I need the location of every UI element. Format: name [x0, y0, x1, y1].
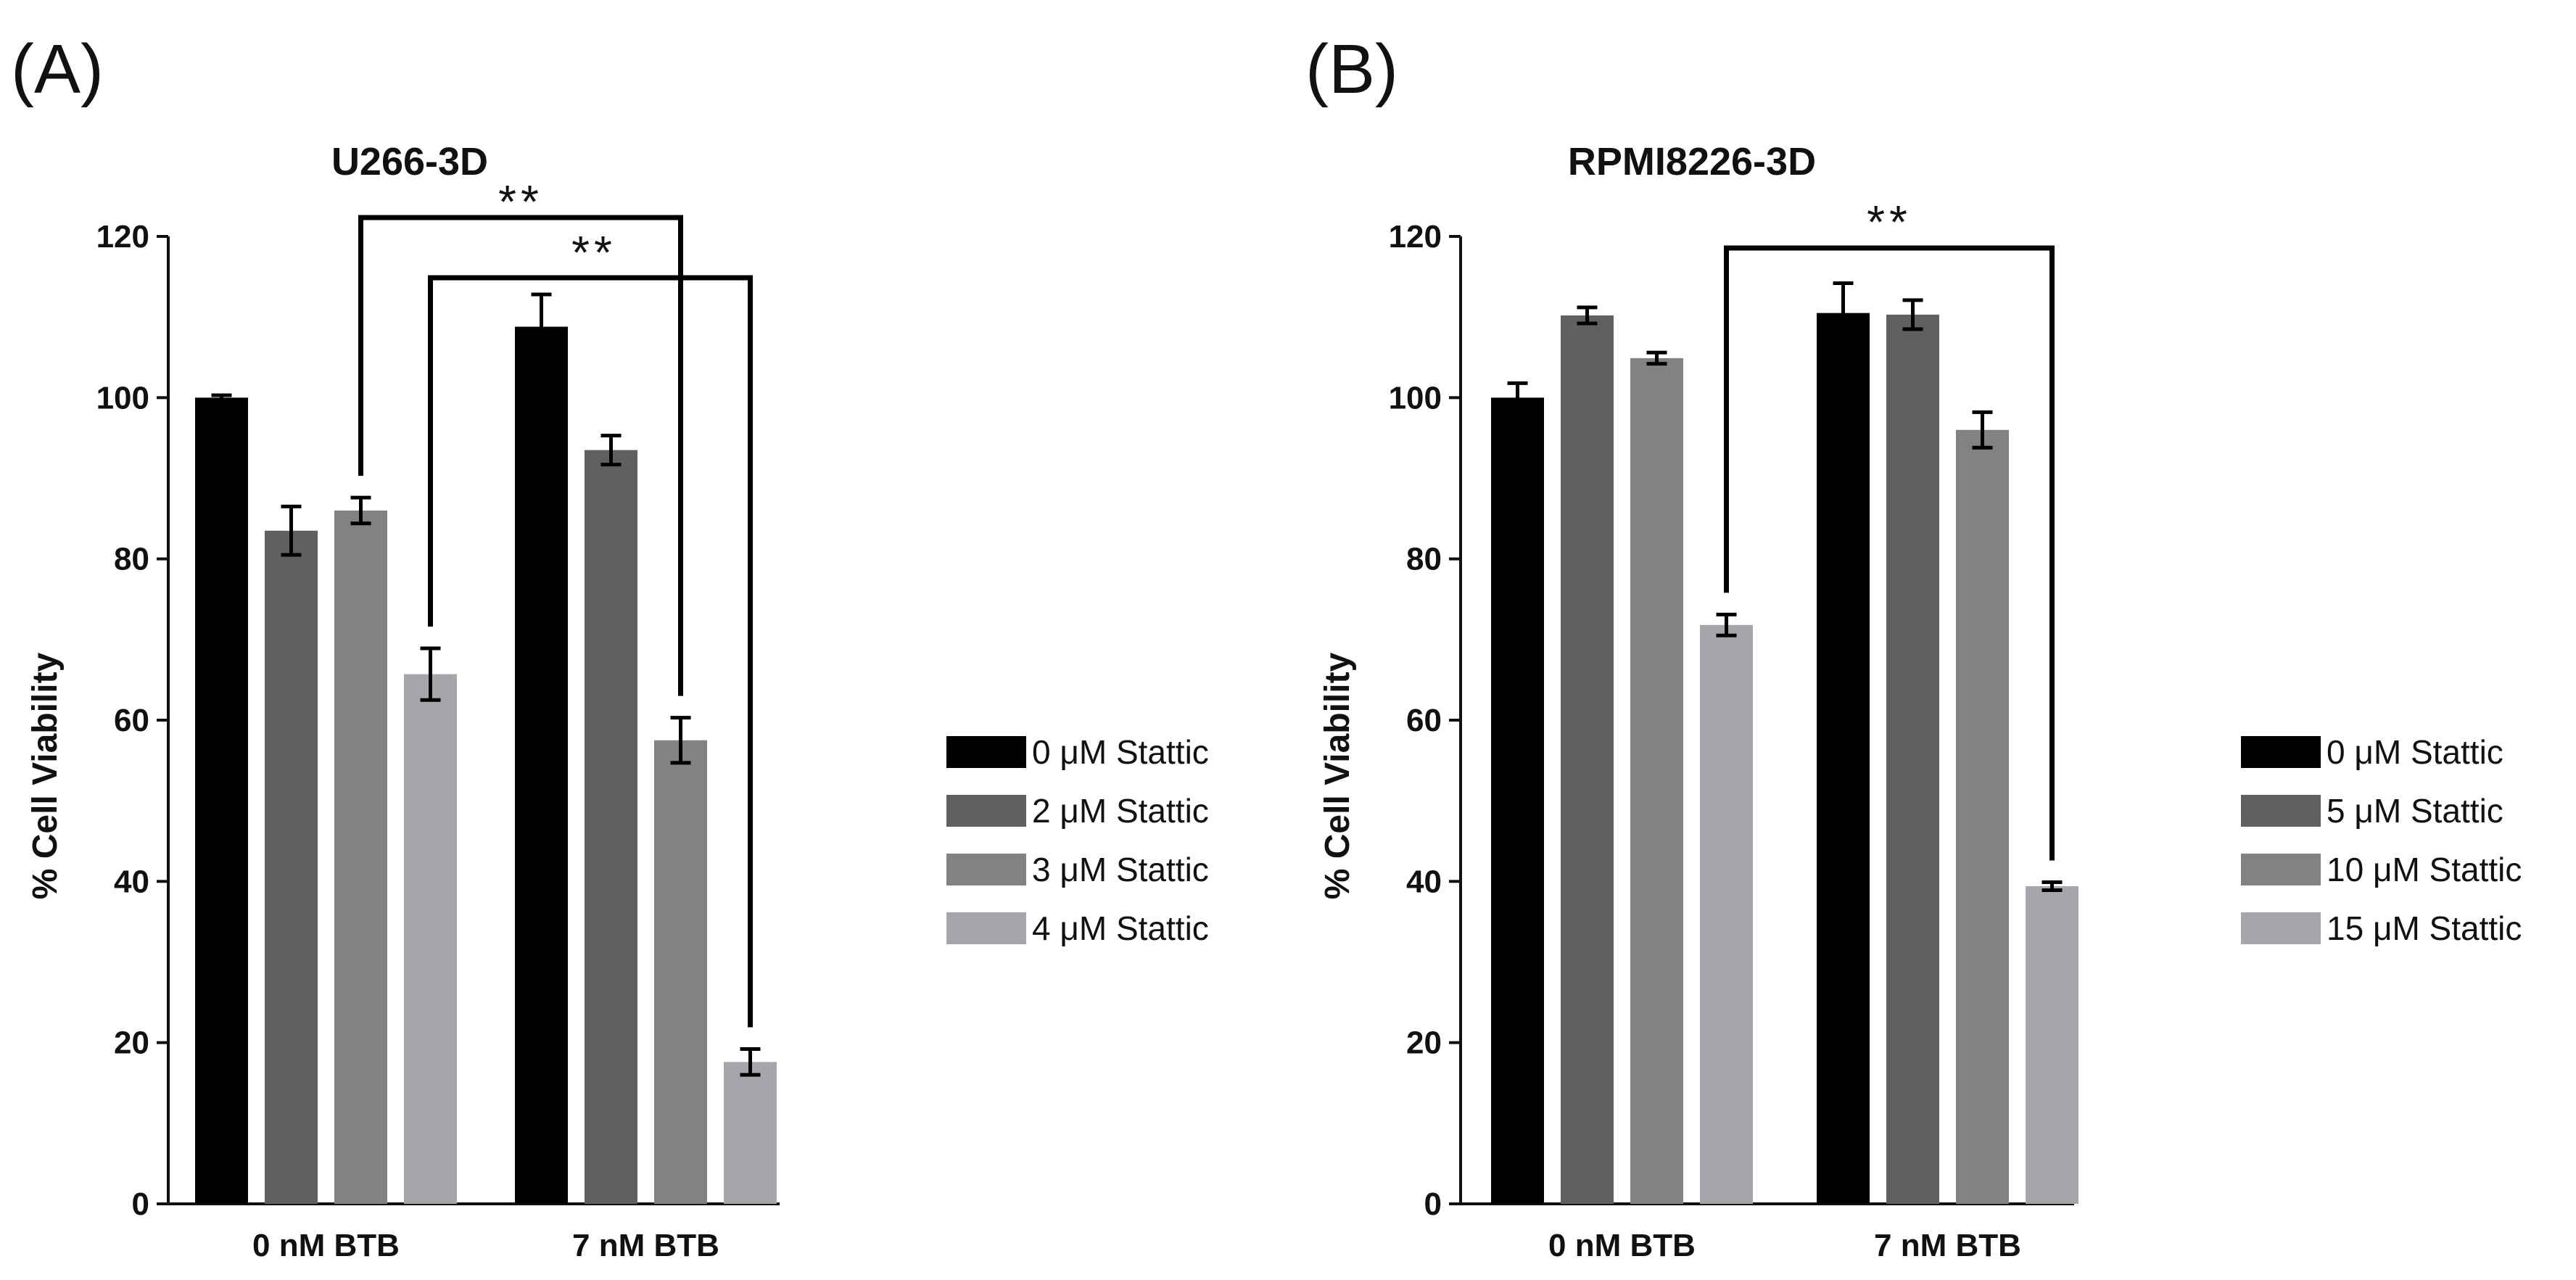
- panel-a-bar: [724, 1062, 777, 1204]
- panel-a-bar: [334, 510, 387, 1204]
- panel-b-legend-swatch: [2241, 912, 2321, 944]
- panel-a-y-tick-label: 20: [114, 1025, 149, 1061]
- panel-a-legend-swatch: [946, 736, 1026, 768]
- panel-b-plot: 0 20 40 60 80 100 120 0 nM BTB 7 nM BTB **: [1389, 196, 2078, 1263]
- panel-a-bar: [195, 397, 248, 1205]
- panel-b-legend-label: 5 μM Stattic: [2327, 792, 2503, 830]
- panel-b-bar: [1630, 358, 1683, 1204]
- panel-b-label: (B): [1305, 30, 1398, 108]
- panel-b-legend-label: 15 μM Stattic: [2327, 909, 2522, 947]
- panel-b-legend: 0 μM Stattic 5 μM Stattic 10 μM Stattic 15 …: [2241, 733, 2522, 947]
- panel-b-significance-label: **: [1867, 196, 1912, 248]
- panel-b-y-tick-label: 20: [1406, 1025, 1442, 1061]
- panel-a-y-tick-label: 120: [96, 219, 149, 255]
- panel-b-y-tick-label: 60: [1406, 703, 1442, 738]
- panel-b-significance-bracket: [1724, 245, 2055, 861]
- panel-a-y-axis-label: % Cell Viability: [26, 652, 65, 899]
- panel-b-y-tick-label: 0: [1424, 1186, 1442, 1222]
- panel-a-legend-swatch: [946, 795, 1026, 827]
- panel-b-y-tick-label: 40: [1406, 864, 1442, 899]
- panel-b-bar: [1817, 313, 1870, 1204]
- panel-a-significance-label: **: [571, 226, 616, 278]
- panel-b-y-axis-label: % Cell Viability: [1318, 652, 1357, 899]
- panel-a-label: (A): [11, 30, 104, 108]
- panel-b-y-tick-label: 100: [1389, 380, 1442, 416]
- panel-a-legend-label: 2 μM Stattic: [1032, 792, 1209, 830]
- panel-a-bar: [515, 326, 568, 1205]
- panel-a-legend-label: 0 μM Stattic: [1032, 733, 1209, 771]
- panel-a-legend-label: 4 μM Stattic: [1032, 909, 1209, 947]
- panel-a-title: U266-3D: [331, 140, 488, 183]
- panel-b-bar: [2026, 886, 2078, 1204]
- panel-b-bar: [1491, 397, 1544, 1205]
- panel-b-bar: [1700, 624, 1753, 1204]
- panel-a-y-tick-label: 100: [96, 380, 149, 416]
- panel-a-y-tick-label: 80: [114, 542, 149, 577]
- panel-a-legend-swatch: [946, 912, 1026, 944]
- panel-b-bar: [1886, 314, 1939, 1204]
- panel-a-bar: [404, 674, 457, 1204]
- panel-a-legend-swatch: [946, 854, 1026, 885]
- panel-a-significance-bracket: [358, 215, 683, 696]
- panel-a-category-label: 7 nM BTB: [572, 1228, 719, 1263]
- panel-b-y-tick-label: 80: [1406, 542, 1442, 577]
- panel-a-y-tick-label: 60: [114, 703, 149, 738]
- panel-a: (A) U266-3D % Cell Viability 0 20 40 60 80 10…: [11, 30, 1209, 1263]
- panel-a-bar: [265, 530, 318, 1204]
- panel-a-significance-bracket: [428, 275, 753, 1028]
- panel-b-legend-label: 10 μM Stattic: [2327, 851, 2522, 888]
- panel-b-category-label: 7 nM BTB: [1874, 1228, 2021, 1263]
- panel-b-legend-swatch: [2241, 736, 2321, 768]
- panel-a-plot: 0 20 40 60 80 100 120 0 nM BTB 7 nM BTB ** **: [96, 176, 780, 1263]
- panel-a-significance-label: **: [498, 176, 543, 228]
- panel-b-y-tick-label: 120: [1389, 219, 1442, 255]
- panel-a-bar: [654, 740, 707, 1204]
- panel-a-category-label: 0 nM BTB: [252, 1228, 400, 1263]
- panel-a-bar: [585, 450, 637, 1204]
- panel-a-legend-label: 3 μM Stattic: [1032, 851, 1209, 888]
- panel-b-legend-swatch: [2241, 795, 2321, 827]
- panel-a-y-tick-label: 40: [114, 864, 149, 899]
- panel-b-category-label: 0 nM BTB: [1548, 1228, 1696, 1263]
- panel-b-legend-label: 0 μM Stattic: [2327, 733, 2503, 771]
- panel-b-legend-swatch: [2241, 854, 2321, 885]
- panel-b-bar: [1956, 429, 2009, 1204]
- panel-b-bar: [1561, 315, 1614, 1204]
- panel-a-y-tick-label: 0: [132, 1186, 149, 1222]
- panel-b: (B) RPMI8226-3D % Cell Viability 0 20 40 60…: [1305, 30, 2522, 1263]
- panel-a-legend: 0 μM Stattic 2 μM Stattic 3 μM Stattic 4 μM…: [946, 733, 1209, 947]
- panel-b-title: RPMI8226-3D: [1568, 140, 1816, 183]
